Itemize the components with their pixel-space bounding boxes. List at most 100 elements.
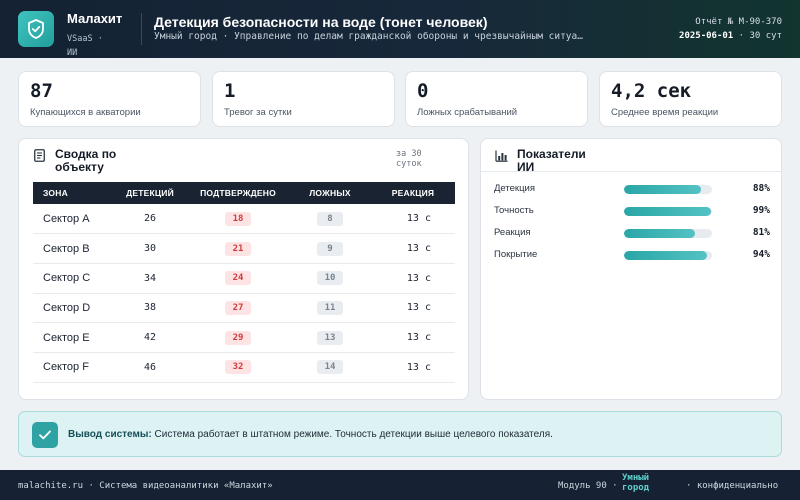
shield-check-icon [18, 11, 54, 47]
metric-value: 88% [752, 183, 770, 194]
false-badge: 11 [317, 300, 343, 315]
column-header-detections: ДЕТЕКЦИЙ [113, 182, 187, 204]
detections-cell: 38 [113, 293, 187, 324]
report-info: Отчёт № М-90-370 2025-06-01 · 30 сут [672, 15, 782, 43]
metric-track [624, 251, 712, 260]
reaction-cell: 13 с [371, 263, 455, 294]
metric-fill [624, 229, 696, 238]
ai-metrics-title: Показатели ИИ [517, 147, 586, 174]
reaction-cell: 13 с [371, 293, 455, 324]
report-period: · 30 сут [738, 31, 782, 41]
reaction-cell: 13 с [371, 233, 455, 264]
system-conclusion: Вывод системы: Система работает в штатно… [18, 411, 782, 457]
table-header-row: ЗОНА ДЕТЕКЦИЙ ПОДТВЕРЖДЕНО ЛОЖНЫХ РЕАКЦИ… [33, 182, 455, 204]
metric-fill [624, 207, 712, 216]
metric-value: 94% [752, 249, 770, 260]
report-number: Отчёт № М-90-370 [695, 17, 782, 27]
kpi-card-reaction-time: 4,2 сек Среднее время реакции [599, 71, 782, 127]
ai-metrics-panel: Показатели ИИ Детекция 88% Точность 99% … [480, 138, 782, 400]
table-row: Сектор E 42 29 13 13 с [33, 322, 455, 353]
metric-label: Точность [494, 205, 534, 216]
kpi-card-alarms: 1 Тревог за сутки [212, 71, 395, 127]
confirmed-badge: 27 [225, 300, 251, 315]
brand-name: Малахит [67, 11, 123, 26]
confirmed-badge: 18 [225, 211, 251, 226]
kpi-value: 4,2 сек [611, 80, 692, 102]
kpi-value: 87 [30, 80, 53, 102]
table-row: Сектор C 34 24 10 13 с [33, 263, 455, 294]
header-divider [141, 13, 142, 45]
metric-coverage: Покрытие 94% [494, 247, 770, 263]
kpi-label: Среднее время реакции [611, 107, 719, 118]
summary-title: Сводка по объекту [55, 147, 117, 174]
metric-reaction: Реакция 81% [494, 225, 770, 241]
footer-city: Умный город [622, 473, 650, 493]
false-badge: 8 [317, 211, 343, 226]
footer-confidential: · конфиденциально [686, 481, 779, 491]
confirmed-badge: 32 [225, 360, 251, 375]
false-badge: 14 [317, 360, 343, 375]
detections-cell: 34 [113, 263, 187, 294]
kpi-card-swimmers: 87 Купающихся в акватории [18, 71, 201, 127]
metric-track [624, 229, 712, 238]
conclusion-message: Система работает в штатном режиме. Точно… [154, 429, 553, 440]
page-subtitle: Умный город · Управление по делам гражда… [154, 31, 586, 42]
metric-detection: Детекция 88% [494, 181, 770, 197]
false-badge: 9 [317, 241, 343, 256]
column-header-false: ЛОЖНЫХ [289, 182, 371, 204]
zone-cell: Сектор F [33, 352, 113, 383]
reaction-cell: 13 с [371, 322, 455, 353]
metric-value: 81% [752, 227, 770, 238]
confirmed-badge: 21 [225, 241, 251, 256]
false-badge: 10 [317, 271, 343, 286]
reaction-cell: 13 с [371, 352, 455, 383]
table-row: Сектор F 46 32 14 13 с [33, 352, 455, 383]
metric-label: Реакция [494, 227, 531, 238]
metric-label: Покрытие [494, 249, 538, 260]
zone-cell: Сектор B [33, 233, 113, 264]
page-title: Детекция безопасности на воде (тонет чел… [154, 14, 488, 30]
zone-cell: Сектор D [33, 293, 113, 324]
summary-panel: Сводка по объекту за 30 суток ЗОНА ДЕТЕК… [18, 138, 469, 400]
table-row: Сектор A 26 18 8 13 с [33, 204, 455, 235]
column-header-reaction: РЕАКЦИЯ [371, 182, 455, 204]
bar-chart-icon [495, 149, 508, 167]
check-icon [32, 422, 58, 448]
summary-table: ЗОНА ДЕТЕКЦИЙ ПОДТВЕРЖДЕНО ЛОЖНЫХ РЕАКЦИ… [33, 182, 455, 383]
footer-module: Модуль 90 · [558, 481, 618, 491]
report-date: 2025-06-01 [679, 31, 734, 41]
kpi-card-false-alarms: 0 Ложных срабатываний [405, 71, 588, 127]
kpi-label: Тревог за сутки [224, 107, 292, 118]
metric-track [624, 207, 712, 216]
conclusion-label: Вывод системы: [68, 429, 152, 440]
detections-cell: 46 [113, 352, 187, 383]
table-row: Сектор B 30 21 9 13 с [33, 233, 455, 264]
column-header-confirmed: ПОДТВЕРЖДЕНО [187, 182, 289, 204]
zone-cell: Сектор E [33, 322, 113, 353]
kpi-label: Ложных срабатываний [417, 107, 518, 118]
detections-cell: 26 [113, 204, 187, 235]
panel-divider [481, 171, 781, 172]
brand-subtitle: VSaaS · ИИ [67, 34, 103, 58]
app-footer: malachite.ru · Система видеоаналитики «М… [0, 470, 800, 500]
detections-cell: 42 [113, 322, 187, 353]
conclusion-text: Вывод системы: Система работает в штатно… [68, 429, 553, 440]
metric-accuracy: Точность 99% [494, 203, 770, 219]
false-badge: 13 [317, 330, 343, 345]
column-header-zone: ЗОНА [33, 182, 113, 204]
detections-cell: 30 [113, 233, 187, 264]
metric-fill [624, 251, 707, 260]
zone-cell: Сектор A [33, 204, 113, 235]
table-row: Сектор D 38 27 11 13 с [33, 293, 455, 324]
kpi-label: Купающихся в акватории [30, 107, 141, 118]
metric-track [624, 185, 712, 194]
metric-value: 99% [752, 205, 770, 216]
summary-period: за 30 суток [396, 149, 422, 169]
metric-label: Детекция [494, 183, 535, 194]
kpi-value: 1 [224, 80, 236, 102]
confirmed-badge: 29 [225, 330, 251, 345]
metric-fill [624, 185, 702, 194]
zone-cell: Сектор C [33, 263, 113, 294]
reaction-cell: 13 с [371, 204, 455, 235]
app-header: Малахит VSaaS · ИИ Детекция безопасности… [0, 0, 800, 58]
